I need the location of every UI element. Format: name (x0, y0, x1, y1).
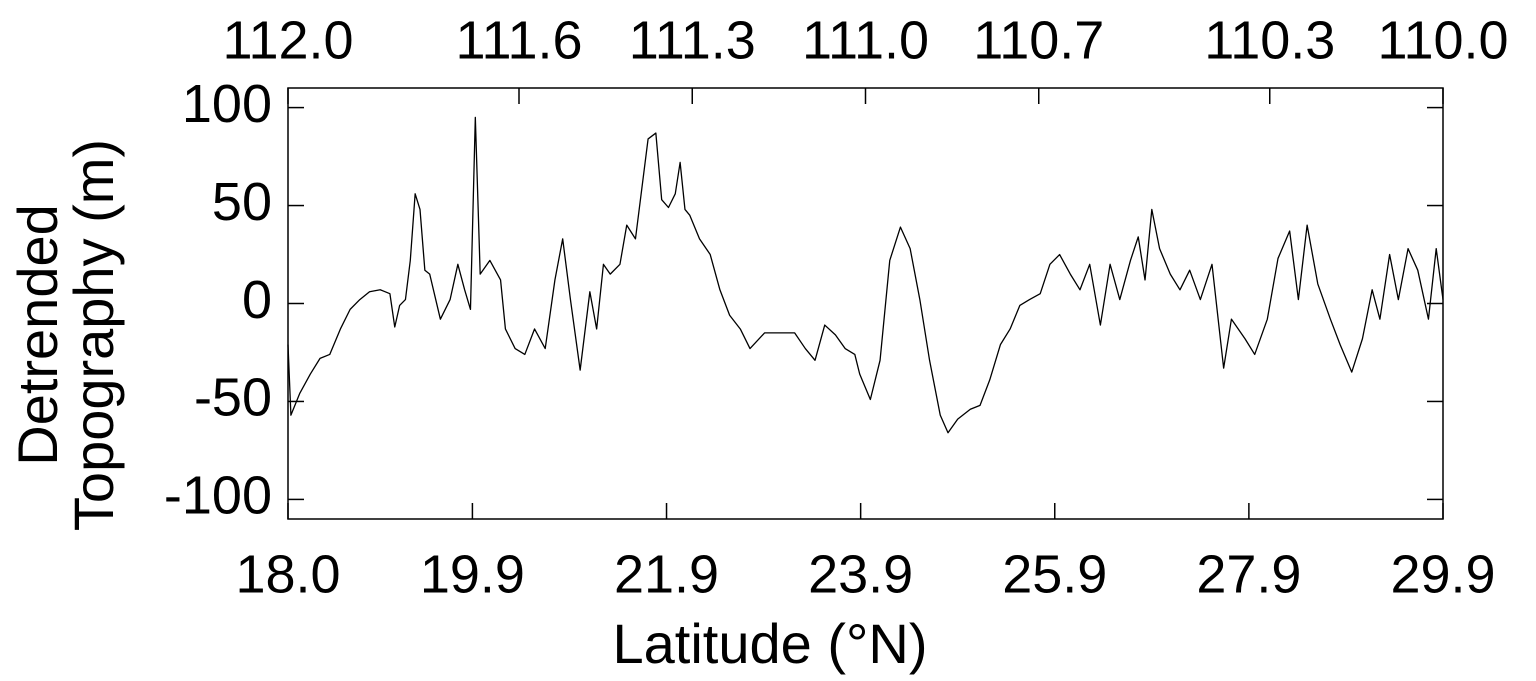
x-tick-label: 21.9 (614, 544, 719, 604)
y-tick-label: 0 (242, 270, 272, 330)
y-tick-label: 100 (182, 74, 272, 134)
data-line (287, 116, 1444, 434)
x-tick-label: 25.9 (1002, 544, 1107, 604)
x-tick-label: 18.0 (235, 544, 340, 604)
y-tick-label: 50 (212, 172, 272, 232)
x-tick-label: 27.9 (1196, 544, 1301, 604)
y-axis-title: Topography (m) (62, 139, 125, 531)
x-tick-label: 19.9 (420, 544, 525, 604)
x2-tick-label: 110.7 (973, 10, 1104, 70)
x-axis-title: Latitude (°N) (613, 612, 928, 675)
x2-tick-label: 112.0 (222, 10, 353, 70)
x2-tick-label: 111.3 (629, 10, 756, 70)
x-tick-label: 23.9 (808, 544, 913, 604)
x2-tick-label: 111.0 (802, 10, 929, 70)
y-tick-label: -100 (164, 466, 272, 526)
y-tick-label: -50 (194, 368, 272, 428)
y-axis-title: Detrended (6, 204, 69, 466)
x2-tick-label: 110.3 (1204, 10, 1335, 70)
x2-tick-label: 110.0 (1377, 10, 1508, 70)
x2-tick-label: 111.6 (455, 10, 582, 70)
x-tick-label: 29.9 (1390, 544, 1495, 604)
